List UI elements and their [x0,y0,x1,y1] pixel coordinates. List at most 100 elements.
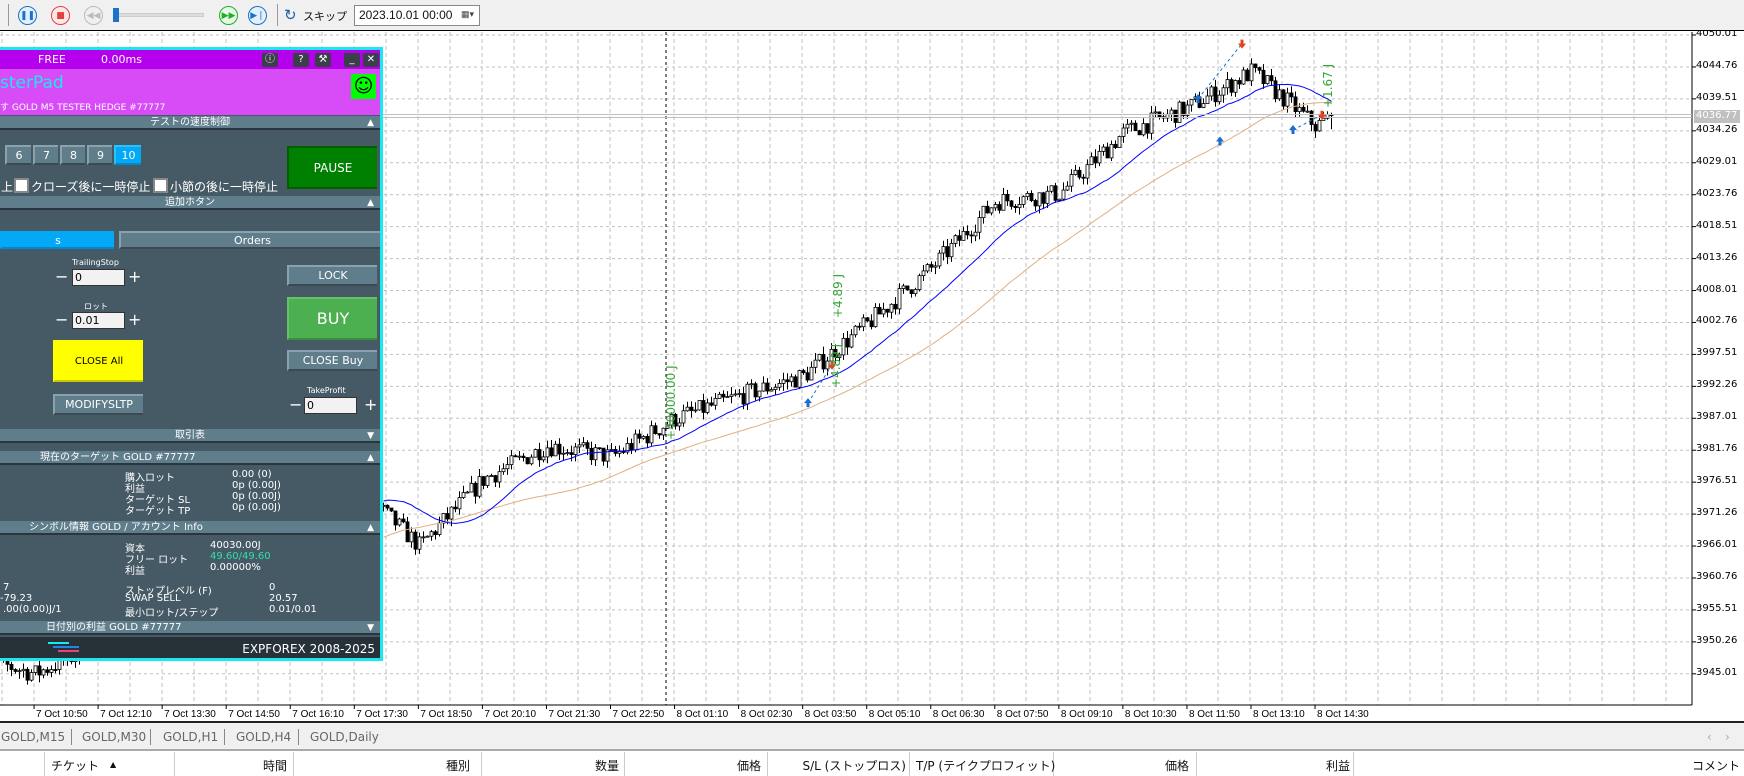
bear-candle [801,370,806,374]
bull-candle [1065,185,1070,191]
fast-forward-icon[interactable]: ▶▶ [219,6,238,25]
close-all-button[interactable]: CLOSE All [53,340,143,382]
bear-candle [445,513,450,520]
bull-candle [497,471,502,483]
info-icon[interactable]: ⓘ [262,53,278,67]
speed-button-7[interactable]: 7 [33,145,58,165]
lot-plus-button[interactable]: + [128,310,142,329]
pause-after-bar-checkbox[interactable] [153,178,168,193]
buy-button[interactable]: BUY [287,297,377,340]
trailing-stop-input[interactable]: 0 [72,269,125,286]
rewind-icon[interactable]: ◀◀ [84,6,103,25]
pause-button[interactable]: PAUSE [287,146,377,189]
close-buy-button[interactable]: CLOSE Buy [287,350,377,371]
speed-button-6[interactable]: 6 [5,145,31,165]
bull-candle [1209,86,1214,97]
sort-asc-icon[interactable]: ▲ [110,760,117,769]
symbol-info-header[interactable]: シンボル情報 GOLD / アカウント Info ▲ [0,521,380,535]
panel-subtitle: す GOLD M5 TESTER HEDGE #77777 [0,103,166,113]
price-label: 4002.76 [1696,315,1738,327]
tab-gold-m30[interactable]: GOLD,M30 [82,730,147,744]
close-icon[interactable]: ✕ [363,53,379,67]
bull-candle [421,536,426,539]
trailing-minus-button[interactable]: − [55,267,69,286]
bull-candle [1221,87,1226,96]
collapse-icon[interactable]: ▲ [367,198,374,208]
modify-sltp-button[interactable]: MODIFYSLTP [53,394,143,415]
speed-button-9[interactable]: 9 [87,145,112,165]
step-icon[interactable]: ▶❘ [248,6,267,25]
daily-profit-header[interactable]: 日付別の利益 GOLD #77777 ▼ [0,621,380,635]
pause-after-close-checkbox[interactable] [14,178,29,193]
tab-gold-daily[interactable]: GOLD,Daily [310,730,379,744]
trade-table-header[interactable]: 取引表 ▼ [0,429,380,443]
speed-slider[interactable] [113,13,204,17]
calendar-dropdown-icon[interactable]: ▦▾ [461,9,475,19]
tab-gold-h1[interactable]: GOLD,H1 [163,730,219,744]
lot-minus-button[interactable]: − [55,310,69,329]
scroll-left-icon[interactable]: ‹ [1707,730,1712,744]
tab-gold-m15[interactable]: GOLD,M15 [1,730,66,744]
target-header[interactable]: 現在のターゲット GOLD #77777 ▲ [0,451,380,465]
tools-icon[interactable]: ⚒ [315,53,331,67]
column-profit[interactable]: 利益 [1325,759,1350,773]
tab-orders[interactable]: Orders [119,231,380,249]
smiley-icon[interactable]: ☺ [351,74,376,99]
collapse-icon[interactable]: ▲ [367,453,374,463]
take-profit-input[interactable]: 0 [304,397,357,414]
bull-candle [769,389,774,392]
price-label: 4018.51 [1696,219,1738,231]
bull-candle [633,433,638,451]
speed-button-10[interactable]: 10 [114,145,141,165]
extra-buttons-header[interactable]: 追加ホタン ▲ [0,196,380,210]
bear-candle [453,506,458,510]
bear-candle [793,376,798,388]
bear-candle [557,443,562,455]
speed-button-8[interactable]: 8 [60,145,85,165]
bull-candle [565,452,570,455]
bull-candle [1225,79,1230,89]
bear-candle [393,510,398,526]
expand-icon[interactable]: ▼ [367,623,374,633]
scroll-right-icon[interactable]: › [1725,730,1730,744]
date-input[interactable]: 2023.10.01 00:00 ▦▾ [354,5,480,26]
bull-candle [837,354,842,359]
bull-candle [417,536,422,550]
tab-gold-h4[interactable]: GOLD,H4 [236,730,292,744]
target-value: 0p (0.00J) [232,502,281,513]
bull-candle [933,265,938,268]
lot-input[interactable]: 0.01 [72,312,125,329]
column-current-price[interactable]: 価格 [1164,759,1189,773]
bull-candle [685,406,690,412]
expand-icon[interactable]: ▼ [367,431,374,441]
column-time[interactable]: 時間 [262,759,287,773]
bull-candle [733,393,738,396]
price-label: 4034.26 [1696,123,1738,135]
collapse-icon[interactable]: ▲ [367,523,374,533]
column-sl[interactable]: S/L (ストップロス) [802,759,906,773]
tab-positions[interactable]: s [0,231,114,249]
column-type[interactable]: 種別 [445,759,470,773]
help-icon[interactable]: ? [293,53,309,67]
stop-icon[interactable]: ■ [51,6,70,25]
skip-button[interactable]: スキップ [303,10,347,23]
speed-section-header[interactable]: テストの速度制御 ▲ [0,116,380,130]
panel-title-bar[interactable]: FREE 0.00ms ⓘ ? ⚒ _ ✕ [0,50,380,69]
collapse-icon[interactable]: ▲ [367,118,374,128]
slider-thumb[interactable] [113,8,119,22]
latency-label: 0.00ms [101,53,142,66]
tp-plus-button[interactable]: + [364,395,378,414]
bull-candle [1305,110,1310,113]
tp-minus-button[interactable]: − [289,395,303,414]
column-tp[interactable]: T/P (テイクプロフィット) [916,759,1056,773]
trailing-plus-button[interactable]: + [128,267,142,286]
minimize-icon[interactable]: _ [344,53,360,67]
column-comment[interactable]: コメント [1691,759,1740,773]
column-ticket[interactable]: チケット [51,759,100,773]
pause-icon[interactable]: ❚❚ [18,6,37,25]
bull-candle [1265,75,1270,85]
lock-button[interactable]: LOCK [287,265,377,286]
column-price[interactable]: 価格 [736,759,761,773]
skip-icon[interactable]: ↻ [284,6,297,24]
column-volume[interactable]: 数量 [594,759,619,773]
